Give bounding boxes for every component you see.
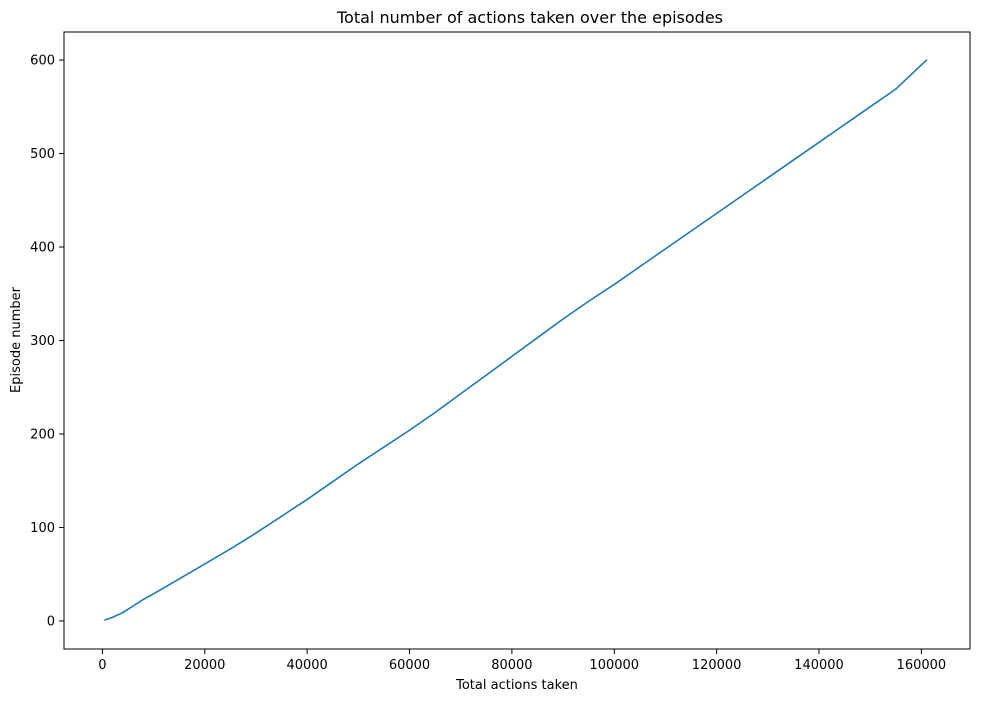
- y-tick-label: 200: [30, 427, 55, 442]
- y-tick-label: 500: [30, 147, 55, 162]
- x-tick-label: 160000: [897, 658, 947, 673]
- y-tick-label: 300: [30, 334, 55, 349]
- x-tick-label: 100000: [589, 658, 639, 673]
- x-tick-label: 80000: [491, 658, 532, 673]
- y-axis-label: Episode number: [9, 286, 24, 393]
- y-tick-label: 400: [30, 241, 55, 256]
- chart-title: Total number of actions taken over the e…: [336, 8, 723, 27]
- axes-frame: [63, 31, 971, 650]
- x-tick-label: 140000: [794, 658, 844, 673]
- y-tick-label: 600: [30, 54, 55, 69]
- x-axis-label: Total actions taken: [455, 678, 578, 693]
- x-tick-label: 0: [98, 658, 106, 673]
- x-tick-label: 40000: [286, 658, 327, 673]
- series-line: [104, 59, 928, 621]
- x-axis-ticks: 0 20000 40000 60000 80000 100000 120000 140000 1…: [98, 649, 946, 673]
- x-tick-label: 120000: [692, 658, 742, 673]
- y-axis-ticks: 0 100 200 300 400 500 600: [30, 54, 64, 629]
- plot-area: 0 20000 40000 60000 80000 100000 120000 140000 1…: [30, 31, 971, 673]
- x-tick-label: 60000: [389, 658, 430, 673]
- y-tick-label: 0: [47, 614, 55, 629]
- x-tick-label: 20000: [184, 658, 225, 673]
- y-tick-label: 100: [30, 521, 55, 536]
